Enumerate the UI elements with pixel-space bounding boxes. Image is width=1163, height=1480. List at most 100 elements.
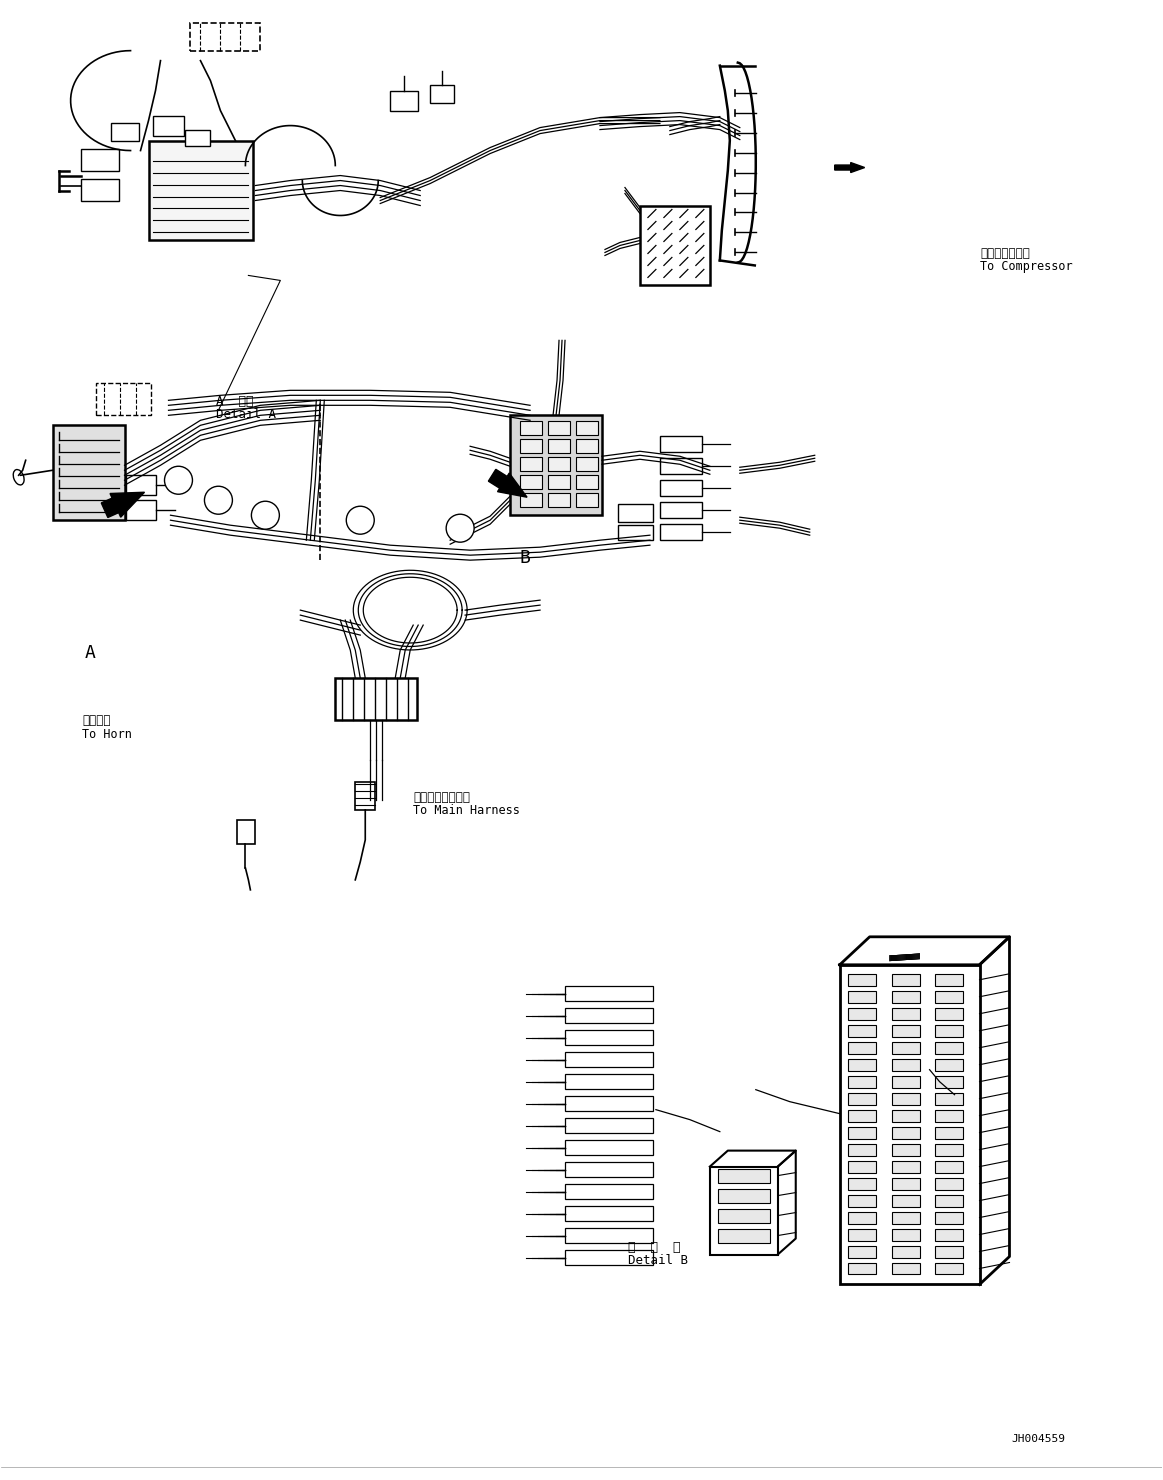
Bar [95, 383, 150, 416]
Bar [892, 1110, 920, 1122]
Bar [511, 416, 602, 515]
Bar [191, 22, 261, 50]
Bar [935, 990, 963, 1003]
Bar [892, 1160, 920, 1172]
Bar [892, 1024, 920, 1036]
Bar [718, 1169, 770, 1183]
Bar [520, 422, 542, 435]
Bar [848, 990, 876, 1003]
Circle shape [164, 466, 192, 494]
Circle shape [251, 502, 279, 530]
Bar [52, 425, 124, 519]
Bar [80, 179, 119, 200]
Bar [718, 1188, 770, 1203]
Bar [565, 1008, 652, 1023]
Bar [520, 493, 542, 508]
Bar [892, 974, 920, 986]
Bar [565, 986, 652, 1000]
Bar [935, 1126, 963, 1138]
Bar [892, 1246, 920, 1258]
Text: To Main Harness: To Main Harness [413, 805, 520, 817]
Bar [935, 1058, 963, 1070]
Text: To Horn: To Horn [83, 728, 131, 740]
Text: A  詳細: A 詳細 [215, 395, 254, 408]
Bar [355, 781, 376, 810]
Bar [892, 1058, 920, 1070]
Bar [548, 475, 570, 490]
Bar [892, 1092, 920, 1104]
Bar [935, 1160, 963, 1172]
Bar [126, 500, 156, 519]
Bar [935, 1110, 963, 1122]
Bar [892, 1228, 920, 1240]
Bar [935, 1212, 963, 1224]
Circle shape [447, 514, 475, 542]
Bar [848, 1110, 876, 1122]
Bar [576, 457, 598, 471]
Bar [548, 422, 570, 435]
Bar [892, 1126, 920, 1138]
Bar [565, 1030, 652, 1045]
Bar [935, 1194, 963, 1206]
Bar [848, 1178, 876, 1190]
Bar [520, 440, 542, 453]
Bar [618, 525, 652, 540]
Bar [565, 1227, 652, 1243]
Bar [935, 1144, 963, 1156]
Bar [565, 1117, 652, 1132]
Bar [718, 1209, 770, 1222]
Bar [565, 1206, 652, 1221]
Bar [576, 493, 598, 508]
Bar [935, 1246, 963, 1258]
FancyArrow shape [488, 469, 527, 497]
Bar [848, 1024, 876, 1036]
Bar [110, 123, 138, 141]
Bar [848, 1194, 876, 1206]
Bar [935, 1042, 963, 1054]
Bar [718, 1228, 770, 1243]
Bar [892, 1212, 920, 1224]
Bar [848, 1262, 876, 1274]
Bar [565, 1095, 652, 1110]
Bar [391, 90, 419, 111]
Bar [935, 1076, 963, 1088]
Bar [565, 1052, 652, 1067]
Bar [935, 1024, 963, 1036]
Bar [80, 148, 119, 170]
Bar [565, 1184, 652, 1199]
Bar [935, 1092, 963, 1104]
Bar [848, 1076, 876, 1088]
Bar [892, 1178, 920, 1190]
Bar [892, 1262, 920, 1274]
Bar [848, 974, 876, 986]
Bar [892, 1042, 920, 1054]
Bar [892, 1144, 920, 1156]
Ellipse shape [13, 469, 24, 485]
Bar [659, 502, 701, 518]
Bar [935, 1228, 963, 1240]
Bar [892, 1194, 920, 1206]
Bar [840, 965, 979, 1285]
Bar [618, 505, 652, 522]
Text: B: B [520, 549, 530, 567]
Text: JH004559: JH004559 [1012, 1434, 1065, 1444]
Bar [237, 820, 256, 844]
Bar [565, 1140, 652, 1154]
Bar [152, 115, 185, 136]
Bar [126, 475, 156, 496]
Bar [659, 437, 701, 453]
Circle shape [347, 506, 374, 534]
Bar [548, 440, 570, 453]
Bar [548, 457, 570, 471]
Bar [935, 1178, 963, 1190]
FancyArrow shape [101, 493, 144, 518]
Bar [659, 459, 701, 474]
Bar [520, 457, 542, 471]
Bar [576, 475, 598, 490]
Bar [659, 524, 701, 540]
Bar [640, 206, 709, 286]
Bar [848, 1212, 876, 1224]
Text: 日  詳  細: 日 詳 細 [628, 1240, 680, 1254]
Bar [848, 1144, 876, 1156]
Bar [185, 130, 211, 145]
